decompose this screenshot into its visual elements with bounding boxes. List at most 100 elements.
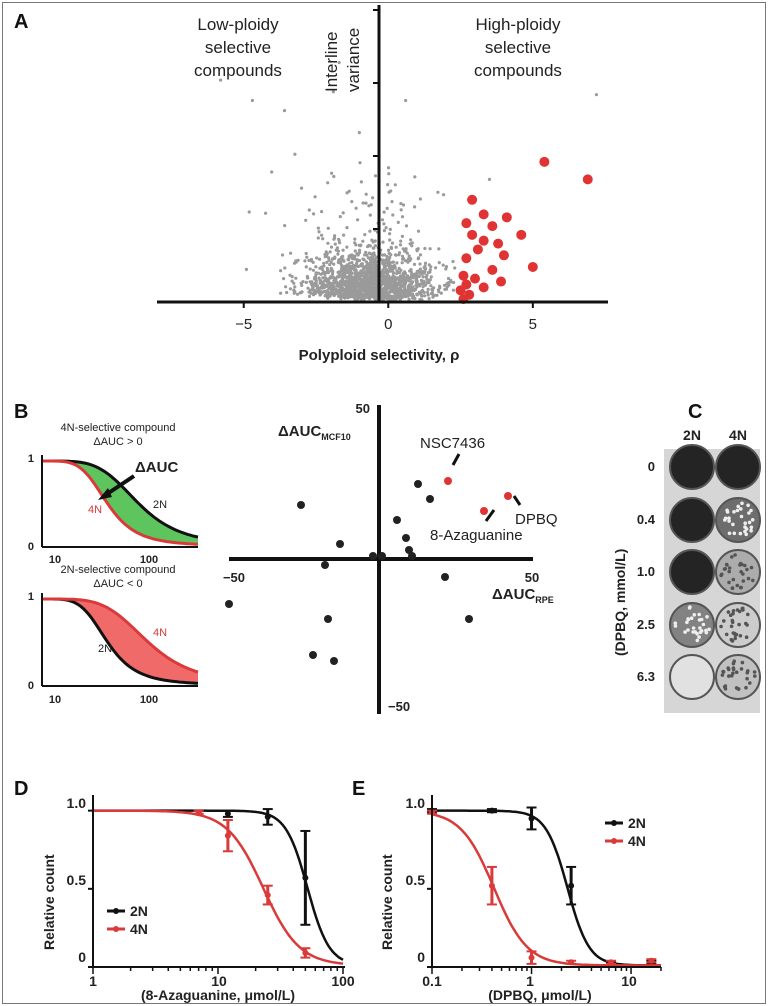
compound-point (315, 256, 319, 260)
compound-point (362, 271, 366, 275)
compound-point (415, 279, 419, 283)
dpbq-label: DPBQ (515, 511, 558, 528)
compound-point (368, 213, 372, 217)
compound-point (416, 257, 420, 261)
compound-point (384, 277, 388, 281)
compound-point (343, 288, 348, 292)
compound-point (387, 172, 391, 176)
compound-point (465, 615, 473, 623)
compound-point (422, 280, 426, 284)
compound-point (345, 245, 349, 249)
compound-point (394, 245, 398, 249)
compound-point (359, 180, 363, 184)
compound-point (347, 295, 351, 299)
compound-point (411, 280, 415, 284)
compound-point (344, 284, 348, 288)
compound-point (397, 253, 401, 257)
colony-speck (724, 632, 729, 637)
colony-speck (723, 518, 727, 522)
colony-speck (699, 629, 704, 633)
schematic-bottom-2n-label: 2N (98, 643, 112, 655)
compound-point (407, 293, 411, 297)
compound-point (314, 279, 318, 283)
compound-point (304, 280, 308, 284)
colony-speck (743, 521, 747, 525)
compound-point (387, 283, 391, 287)
compound-point (391, 271, 396, 275)
compound-point (330, 272, 335, 276)
colony-speck (731, 522, 735, 527)
selective-compound-point (493, 238, 504, 249)
compound-point (326, 289, 330, 293)
compound-point (312, 212, 316, 216)
compound-point (318, 281, 322, 285)
compound-point (373, 285, 377, 289)
compound-point (408, 552, 416, 560)
compound-point (410, 241, 414, 245)
compound-point (344, 266, 348, 270)
compound-point (311, 284, 315, 288)
compound-point (382, 281, 386, 286)
selective-compound-point (458, 270, 469, 281)
colony-speck (746, 576, 751, 581)
compound-point (353, 237, 357, 241)
data-point-4n (608, 959, 615, 966)
panel-d-dose-response: 1.0 0.5 0 1 10 100 Relative count (8-Aza… (41, 795, 355, 1003)
compound-point (386, 183, 390, 187)
compound-point (438, 286, 442, 290)
compound-point (373, 174, 378, 178)
colony-speck (737, 609, 742, 614)
colony-speck (695, 638, 700, 643)
compound-point (383, 288, 387, 293)
schematic-top-xtick-10: 10 (49, 554, 61, 566)
compound-point (423, 283, 427, 287)
compound-point (385, 206, 389, 210)
compound-point (386, 263, 390, 268)
curve-4n-top (42, 459, 199, 546)
fit-curve-4n (431, 813, 661, 967)
legend-4n-marker (113, 926, 119, 932)
selective-compound-point (516, 229, 527, 240)
colony-speck (740, 606, 745, 611)
compound-point (404, 295, 408, 299)
compound-point (439, 291, 443, 295)
compound-point (399, 268, 403, 272)
compound-point (330, 171, 334, 175)
schematic-top-2n-label: 2N (153, 499, 167, 511)
compound-point (366, 285, 370, 289)
compound-point (415, 292, 419, 296)
culture-well (669, 602, 715, 648)
culture-well (669, 654, 715, 700)
compound-point (293, 290, 297, 294)
compound-point (325, 260, 329, 264)
panel-letter-c: C (688, 401, 702, 423)
compound-point (345, 276, 349, 280)
compound-point (322, 264, 326, 268)
compound-point (318, 266, 322, 270)
colony-speck (746, 669, 750, 673)
compound-point (388, 227, 392, 231)
row-label-0: 0 (648, 459, 655, 474)
schematic-bottom-xtick-100: 100 (140, 694, 158, 706)
compound-point (408, 258, 412, 263)
compound-point (321, 290, 325, 294)
compound-point (307, 208, 311, 212)
selective-compound-point (478, 235, 489, 246)
colony-speck (730, 618, 735, 623)
colony-speck (730, 586, 735, 591)
colony-speck (749, 508, 753, 513)
compound-point (371, 253, 375, 257)
compound-point (354, 206, 358, 210)
compound-point (332, 174, 336, 179)
column-2n: 2N (683, 427, 701, 443)
compound-point (337, 294, 341, 298)
colony-speck (727, 569, 731, 574)
delta-auc-area-negative (42, 599, 198, 684)
compound-point (321, 237, 325, 241)
compound-point (360, 262, 364, 266)
high-ploidy-label-1: High-ploidy (475, 15, 561, 34)
compound-point (347, 254, 351, 258)
colony-speck (683, 630, 687, 634)
compound-point (427, 297, 431, 301)
compound-point (368, 229, 372, 233)
